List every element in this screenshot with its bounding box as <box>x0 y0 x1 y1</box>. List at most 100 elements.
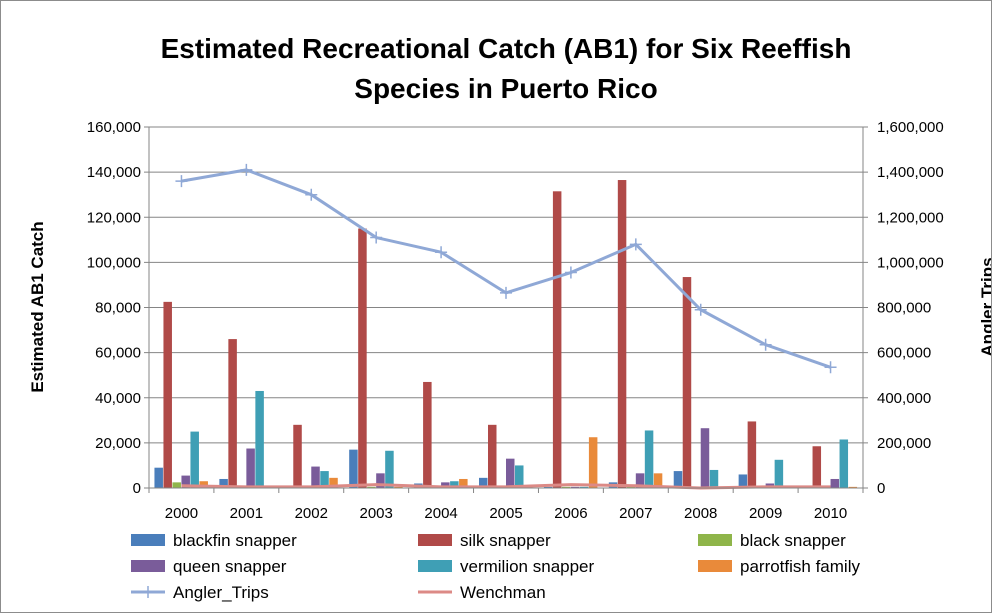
bar-silk-snapper <box>293 424 302 488</box>
bar-vermilion-snapper <box>515 465 524 488</box>
legend-swatch-black-snapper <box>698 534 732 546</box>
y-tick-label: 100,000 <box>87 254 141 271</box>
x-tick-label: 2009 <box>749 505 782 522</box>
point-angler-trips <box>435 246 448 259</box>
bar-vermilion-snapper <box>190 431 199 488</box>
legend: blackfin snapper silk snapper black snappe… <box>131 531 860 602</box>
point-angler-trips <box>564 266 577 279</box>
bar-blackfin-snapper <box>673 471 683 488</box>
bar-parrotfish-family <box>459 478 468 488</box>
bar-vermilion-snapper <box>774 459 784 488</box>
legend-swatch-queen-snapper <box>131 560 165 572</box>
legend-swatch-parrotfish-family <box>698 560 732 572</box>
y2-tick-label: 600,000 <box>877 345 931 362</box>
x-tick-label: 2005 <box>489 505 522 522</box>
x-tick-label: 2007 <box>619 505 652 522</box>
point-angler-trips <box>240 163 253 176</box>
bar-black-snapper <box>367 486 376 488</box>
y-tick-label: 0 <box>133 480 141 497</box>
x-tick-label: 2008 <box>684 505 717 522</box>
line-series-group <box>175 163 837 490</box>
bar-vermilion-snapper <box>320 471 329 488</box>
bar-parrotfish-family <box>199 481 208 488</box>
bar-parrotfish-family <box>848 486 858 488</box>
x-tick-label: 2006 <box>554 505 587 522</box>
bar-queen-snapper <box>376 473 385 488</box>
legend-label-silk-snapper: silk snapper <box>460 531 551 550</box>
bar-parrotfish-family <box>588 437 598 488</box>
chart-title-line-2: Species in Puerto Rico <box>354 73 657 104</box>
gridlines <box>149 126 863 444</box>
legend-label-angler-trips: Angler_Trips <box>173 583 269 602</box>
y-tick-label: 20,000 <box>95 435 141 452</box>
bar-silk-snapper <box>163 301 172 488</box>
legend-swatch-blackfin-snapper <box>131 534 165 546</box>
x-tick-label: 2001 <box>230 505 263 522</box>
line-angler-trips <box>181 168 832 369</box>
legend-swatch-vermilion-snapper <box>418 560 452 572</box>
bar-parrotfish-family <box>394 486 403 488</box>
legend-marker-angler-trips <box>142 586 154 598</box>
legend-label-parrotfish-family: parrotfish family <box>740 557 860 576</box>
y-tick-label: 80,000 <box>95 300 141 317</box>
x-tick-label: 2002 <box>295 505 328 522</box>
bar-series-group <box>154 180 858 488</box>
bar-queen-snapper <box>441 482 450 488</box>
point-angler-trips <box>759 338 772 351</box>
bar-vermilion-snapper <box>709 469 719 488</box>
legend-swatch-silk-snapper <box>418 534 452 546</box>
bar-blackfin-snapper <box>543 486 553 488</box>
point-angler-trips <box>629 238 642 251</box>
x-tick-label: 2003 <box>359 505 392 522</box>
bar-black-snapper <box>626 486 636 488</box>
bar-blackfin-snapper <box>349 449 358 488</box>
bar-queen-snapper <box>635 473 645 488</box>
legend-label-blackfin-snapper: blackfin snapper <box>173 531 297 550</box>
point-angler-trips <box>500 286 512 299</box>
bar-silk-snapper <box>358 228 367 488</box>
y2-tick-label: 1,200,000 <box>877 209 944 226</box>
bar-vermilion-snapper <box>450 481 459 488</box>
bar-queen-snapper <box>246 448 255 488</box>
bar-queen-snapper <box>506 458 515 488</box>
bar-black-snapper <box>561 486 571 488</box>
y2-tick-label: 0 <box>877 480 885 497</box>
bar-silk-snapper <box>682 277 692 488</box>
point-angler-trips <box>175 175 188 188</box>
bar-black-snapper <box>172 482 181 488</box>
y2-tick-label: 200,000 <box>877 435 931 452</box>
x-tick-label: 2010 <box>814 505 847 522</box>
bar-vermilion-snapper <box>644 430 654 488</box>
point-angler-trips <box>305 188 318 201</box>
y2-tick-label: 800,000 <box>877 300 931 317</box>
bar-silk-snapper <box>488 424 497 488</box>
bar-blackfin-snapper <box>738 474 748 488</box>
bar-queen-snapper <box>570 486 580 488</box>
y2-tick-label: 1,400,000 <box>877 164 944 181</box>
bar-silk-snapper <box>812 446 822 488</box>
legend-label-wenchman: Wenchman <box>460 583 546 602</box>
bar-parrotfish-family <box>653 473 663 488</box>
y2-tick-label: 1,600,000 <box>877 119 944 136</box>
bar-parrotfish-family <box>329 477 338 488</box>
y-tick-label: 40,000 <box>95 390 141 407</box>
bar-silk-snapper <box>552 191 562 488</box>
legend-label-black-snapper: black snapper <box>740 531 846 550</box>
x-tick-label: 2000 <box>165 505 198 522</box>
y-axis-title: Estimated AB1 Catch <box>28 221 47 392</box>
point-angler-trips <box>370 231 383 244</box>
y2-tick-label: 1,000,000 <box>877 254 944 271</box>
point-angler-trips <box>824 361 837 374</box>
bar-silk-snapper <box>423 381 432 488</box>
bar-vermilion-snapper <box>255 390 264 488</box>
bar-queen-snapper <box>181 475 190 488</box>
y-tick-label: 120,000 <box>87 209 141 226</box>
bar-queen-snapper <box>311 466 320 488</box>
y2-tick-label: 400,000 <box>877 390 931 407</box>
bar-queen-snapper <box>700 428 710 488</box>
bar-vermilion-snapper <box>839 439 849 488</box>
bar-vermilion-snapper <box>385 450 394 488</box>
bar-silk-snapper <box>228 339 237 488</box>
legend-label-vermilion-snapper: vermilion snapper <box>460 557 595 576</box>
